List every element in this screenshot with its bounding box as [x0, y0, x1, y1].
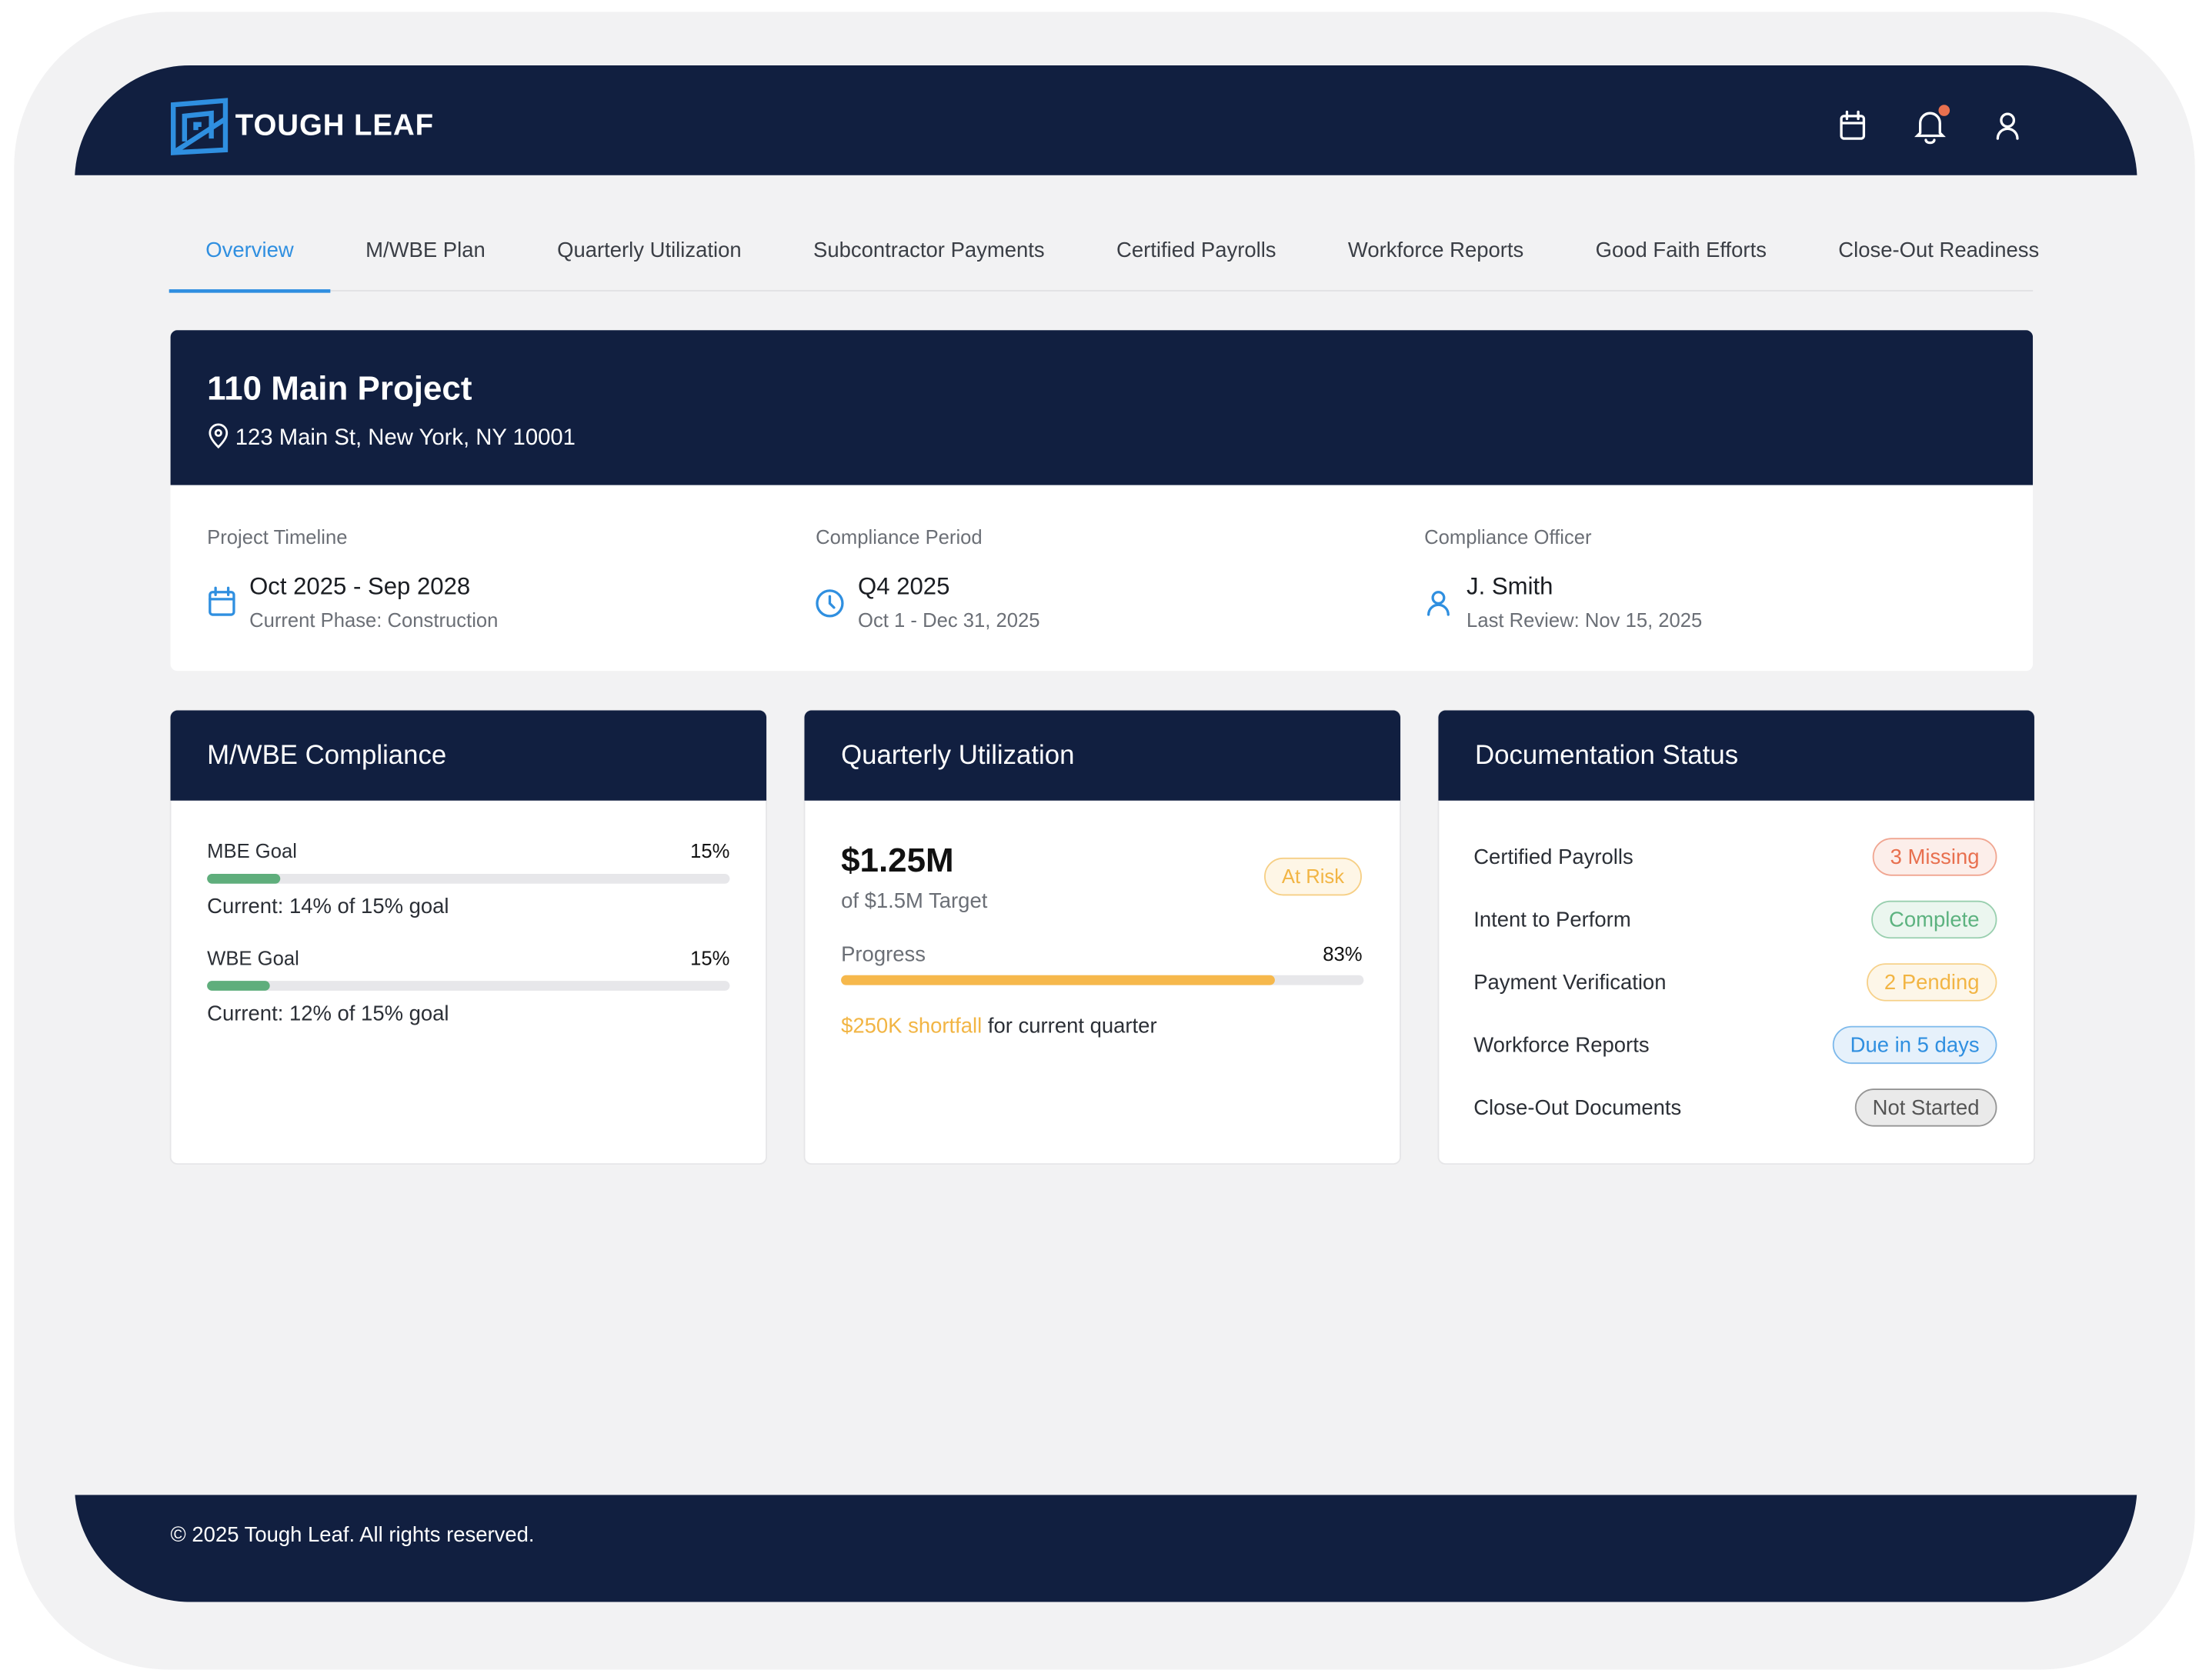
- goal-name: MBE Goal: [207, 841, 297, 862]
- project-address: 123 Main St, New York, NY 10001: [235, 425, 576, 450]
- progress-fill: [207, 873, 281, 884]
- tab[interactable]: Overview: [205, 238, 294, 262]
- card-title: M/WBE Compliance: [207, 741, 446, 770]
- doc-name: Certified Payrolls: [1473, 845, 1633, 868]
- cards: M/WBE Compliance MBE Goal 15% Current: 14% …: [169, 709, 2035, 1165]
- tab[interactable]: Workforce Reports: [1348, 238, 1523, 262]
- card-header: [170, 710, 767, 801]
- progress-fill: [841, 975, 1275, 985]
- tab[interactable]: Close-Out Readiness: [1838, 238, 2039, 262]
- tab-underline: [169, 289, 331, 293]
- tab[interactable]: Quarterly Utilization: [557, 238, 742, 262]
- progress-track: [207, 873, 730, 884]
- project-card: [170, 330, 2034, 672]
- detail-label: Compliance Period: [816, 527, 983, 548]
- shortfall: $250K shortfall for current quarter: [841, 1014, 1157, 1038]
- tab[interactable]: Good Faith Efforts: [1596, 238, 1767, 262]
- goal-current: Current: 12% of 15% goal: [207, 1001, 449, 1025]
- utilization-card: Quarterly Utilization $1.25M of $1.5M Targ…: [803, 709, 1401, 1165]
- calendar-button[interactable]: [1840, 110, 1866, 140]
- amount: $1.25M: [841, 842, 954, 879]
- notification-dot: [1938, 105, 1950, 116]
- detail-value: J. Smith: [1467, 572, 1553, 599]
- status-text: At Risk: [1282, 866, 1344, 888]
- doc-name: Payment Verification: [1473, 970, 1666, 994]
- shortfall-amount: $250K shortfall: [841, 1014, 982, 1038]
- tab[interactable]: M/WBE Plan: [365, 238, 486, 262]
- goal-target: 15%: [690, 948, 729, 969]
- goal-name: WBE Goal: [207, 948, 299, 969]
- clock-icon: [816, 589, 844, 618]
- top-bar: [75, 65, 2137, 175]
- doc-name: Intent to Perform: [1473, 908, 1630, 932]
- doc-status: Not Started: [1873, 1095, 1980, 1119]
- profile-button[interactable]: [1996, 112, 2019, 140]
- pin-icon: [209, 423, 229, 449]
- shortfall-note: for current quarter: [988, 1014, 1157, 1038]
- goal-current: Current: 14% of 15% goal: [207, 894, 449, 918]
- doc-name: Close-Out Documents: [1473, 1095, 1681, 1119]
- tabs: Overview M/WBE Plan Quarterly Utilization S…: [169, 238, 2039, 293]
- doc-name: Workforce Reports: [1473, 1032, 1649, 1056]
- footer-bar: [75, 1495, 2137, 1602]
- detail-label: Project Timeline: [207, 527, 347, 548]
- project-name: 110 Main Project: [207, 370, 472, 408]
- status-badge: [1264, 857, 1362, 896]
- notifications-button[interactable]: [1914, 112, 1946, 145]
- detail-sub: Oct 1 - Dec 31, 2025: [858, 610, 1039, 632]
- officer-icon: [1427, 591, 1450, 616]
- logo-icon: [171, 98, 229, 155]
- detail-value: Oct 2025 - Sep 2028: [249, 572, 470, 599]
- brand: TOUGH LEAF: [235, 109, 434, 142]
- doc-badge: [1872, 838, 1997, 876]
- project-details: Project Timeline Oct 2025 - Sep 2028 Curre…: [207, 527, 1702, 632]
- tab[interactable]: Certified Payrolls: [1116, 238, 1276, 262]
- doc-badge: [1854, 1088, 1997, 1127]
- card-title: Documentation Status: [1475, 741, 1738, 770]
- progress-value: 83%: [1323, 944, 1362, 965]
- doc-badge: [1867, 963, 1997, 1002]
- doc-status: Due in 5 days: [1850, 1032, 1980, 1056]
- progress-label: Progress: [841, 942, 926, 965]
- target: of $1.5M Target: [841, 888, 988, 912]
- progress-track: [207, 981, 730, 991]
- detail-sub: Current Phase: Construction: [249, 610, 498, 632]
- progress-fill: [207, 981, 270, 991]
- card-header: [1438, 710, 2034, 801]
- doc-badge: [1871, 900, 1997, 939]
- timeline-icon: [209, 586, 235, 616]
- doc-badge: [1832, 1025, 1997, 1065]
- card-title: Quarterly Utilization: [841, 741, 1074, 770]
- detail-sub: Last Review: Nov 15, 2025: [1467, 610, 1702, 632]
- copyright: © 2025 Tough Leaf. All rights reserved.: [171, 1522, 535, 1546]
- doc-status: 2 Pending: [1884, 970, 1980, 994]
- tab[interactable]: Subcontractor Payments: [813, 238, 1045, 262]
- doc-status: 3 Missing: [1890, 845, 1980, 868]
- compliance-card: M/WBE Compliance MBE Goal 15% Current: 14% …: [169, 709, 767, 1165]
- detail-value: Q4 2025: [858, 572, 949, 599]
- card-header: [804, 710, 1401, 801]
- doc-status: Complete: [1889, 908, 1980, 932]
- detail-label: Compliance Officer: [1424, 527, 1592, 548]
- documentation-card: Documentation Status Certified Payrolls 3 …: [1437, 709, 2035, 1165]
- goal-target: 15%: [690, 841, 729, 862]
